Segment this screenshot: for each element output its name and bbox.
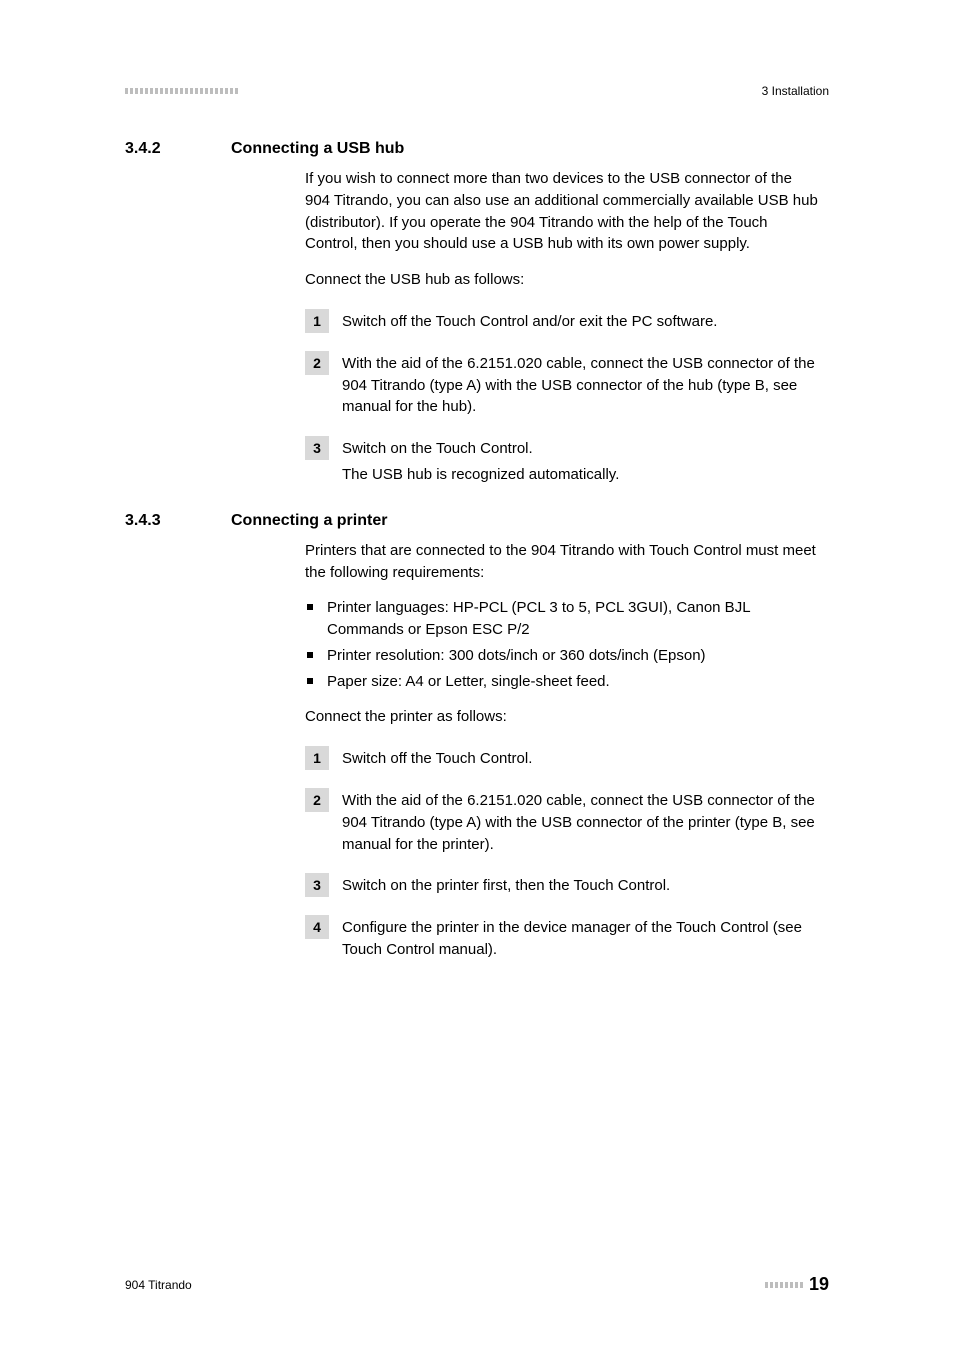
bullet-icon [307, 604, 313, 610]
step-sub-text: The USB hub is recognized automatically. [342, 464, 819, 486]
section-number: 3.4.3 [125, 512, 175, 530]
step-number-badge: 4 [305, 915, 329, 939]
bullet-item: Printer resolution: 300 dots/inch or 360… [307, 645, 819, 667]
page-footer: 904 Titrando 19 [125, 1274, 829, 1295]
footer-dashes [765, 1282, 803, 1288]
step-number-badge: 2 [305, 788, 329, 812]
bullet-icon [307, 652, 313, 658]
step-3: 3 Switch on the printer first, then the … [305, 873, 819, 897]
step-1: 1 Switch off the Touch Control. [305, 746, 819, 770]
step-2: 2 With the aid of the 6.2151.020 cable, … [305, 788, 819, 855]
step-3: 3 Switch on the Touch Control. [305, 436, 819, 460]
paragraph: Connect the printer as follows: [305, 706, 819, 728]
step-number-badge: 2 [305, 351, 329, 375]
header-dashes [125, 88, 238, 94]
bullet-text: Printer languages: HP-PCL (PCL 3 to 5, P… [327, 597, 819, 641]
step-text: Configure the printer in the device mana… [342, 915, 819, 961]
step-text: With the aid of the 6.2151.020 cable, co… [342, 788, 819, 855]
step-1: 1 Switch off the Touch Control and/or ex… [305, 309, 819, 333]
page-header: 3 Installation [125, 84, 829, 98]
step-number-badge: 1 [305, 746, 329, 770]
section-title: Connecting a USB hub [231, 140, 404, 158]
step-text: With the aid of the 6.2151.020 cable, co… [342, 351, 819, 418]
step-4: 4 Configure the printer in the device ma… [305, 915, 819, 961]
step-number-badge: 1 [305, 309, 329, 333]
footer-product: 904 Titrando [125, 1278, 192, 1292]
step-text: Switch on the Touch Control. [342, 436, 533, 460]
bullet-item: Printer languages: HP-PCL (PCL 3 to 5, P… [307, 597, 819, 641]
paragraph: Connect the USB hub as follows: [305, 269, 819, 291]
step-2: 2 With the aid of the 6.2151.020 cable, … [305, 351, 819, 418]
step-text: Switch off the Touch Control and/or exit… [342, 309, 717, 333]
section-heading-343: 3.4.3 Connecting a printer [125, 512, 829, 530]
header-chapter: 3 Installation [762, 84, 829, 98]
section-heading-342: 3.4.2 Connecting a USB hub [125, 140, 829, 158]
page-number: 19 [809, 1274, 829, 1295]
section-title: Connecting a printer [231, 512, 387, 530]
step-number-badge: 3 [305, 436, 329, 460]
bullet-text: Paper size: A4 or Letter, single-sheet f… [327, 671, 610, 693]
bullet-text: Printer resolution: 300 dots/inch or 360… [327, 645, 706, 667]
bullet-icon [307, 678, 313, 684]
step-number-badge: 3 [305, 873, 329, 897]
step-text: Switch on the printer first, then the To… [342, 873, 670, 897]
paragraph: Printers that are connected to the 904 T… [305, 540, 819, 584]
section-number: 3.4.2 [125, 140, 175, 158]
step-text: Switch off the Touch Control. [342, 746, 532, 770]
paragraph: If you wish to connect more than two dev… [305, 168, 819, 255]
bullet-item: Paper size: A4 or Letter, single-sheet f… [307, 671, 819, 693]
